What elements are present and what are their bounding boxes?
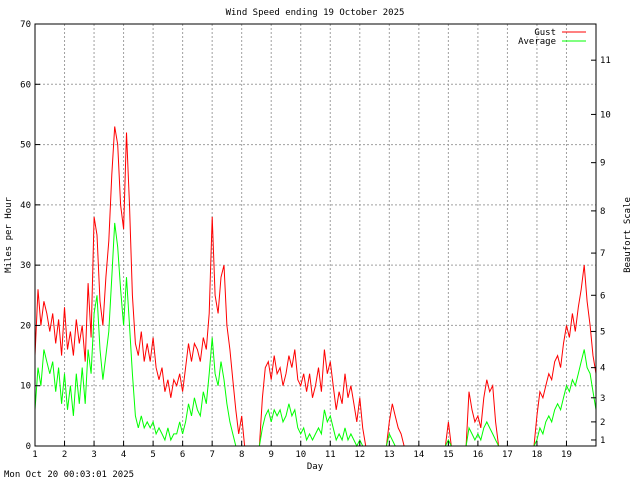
x-tick-label: 10 [295,450,306,460]
y-tick-label: 60 [20,80,31,90]
x-axis-ticks: 1 2 3 4 5 6 7 8 9 10 11 12 13 14 15 16 17 18 19 [32,441,572,460]
x-tick-label: 6 [180,450,185,460]
x-tick-label: 18 [532,450,543,460]
x-tick-label: 4 [121,450,126,460]
x-tick-label: 15 [443,450,454,460]
y-tick-label: 10 [20,382,31,392]
y-tick-label: 70 [20,20,31,30]
beaufort-tick-label: 11 [600,56,611,66]
y-axis-ticks: 0 10 20 30 40 50 60 70 [20,20,40,452]
x-tick-label: 14 [413,450,424,460]
beaufort-tick-label: 5 [600,327,605,337]
beaufort-tick-label: 9 [600,159,605,169]
beaufort-tick-label: 4 [600,364,605,374]
beaufort-tick-label: 1 [600,436,605,446]
legend-label-average: Average [518,37,556,47]
beaufort-tick-label: 2 [600,418,605,428]
beaufort-tick-label: 6 [600,291,605,301]
y-tick-label: 0 [26,442,31,452]
plot-frame [34,23,597,447]
x-tick-label: 7 [209,450,214,460]
x-tick-label: 12 [354,450,365,460]
x-tick-label: 9 [268,450,273,460]
legend-label-gust: Gust [534,28,556,38]
x-tick-label: 3 [91,450,96,460]
x-tick-label: 2 [62,450,67,460]
x-tick-label: 5 [150,450,155,460]
y-tick-label: 30 [20,261,31,271]
x-axis-label: Day [307,462,324,472]
series-lines [34,126,597,448]
x-tick-label: 17 [502,450,513,460]
beaufort-axis-label: Beaufort Scale [623,197,633,273]
x-tick-label: 1 [32,450,37,460]
beaufort-tick-label: 7 [600,249,605,259]
y-tick-label: 20 [20,321,31,331]
y-tick-label: 50 [20,141,31,151]
y-tick-label: 40 [20,201,31,211]
footer-timestamp: Mon Oct 20 00:03:01 2025 [4,470,134,480]
beaufort-axis-ticks: 1 2 3 4 5 6 7 8 9 10 11 [591,56,611,446]
x-tick-label: 13 [384,450,395,460]
beaufort-tick-label: 3 [600,394,605,404]
series-line-average [34,222,597,448]
x-tick-label: 11 [325,450,336,460]
series-line-gust [34,126,597,447]
x-tick-label: 8 [239,450,244,460]
x-tick-label: 16 [472,450,483,460]
x-tick-label: 19 [561,450,572,460]
beaufort-tick-label: 10 [600,110,611,120]
chart-title: Wind Speed ending 19 October 2025 [226,8,405,18]
beaufort-tick-label: 8 [600,207,605,217]
y-axis-label: Miles per Hour [4,196,14,272]
legend: Gust Average [518,28,586,47]
